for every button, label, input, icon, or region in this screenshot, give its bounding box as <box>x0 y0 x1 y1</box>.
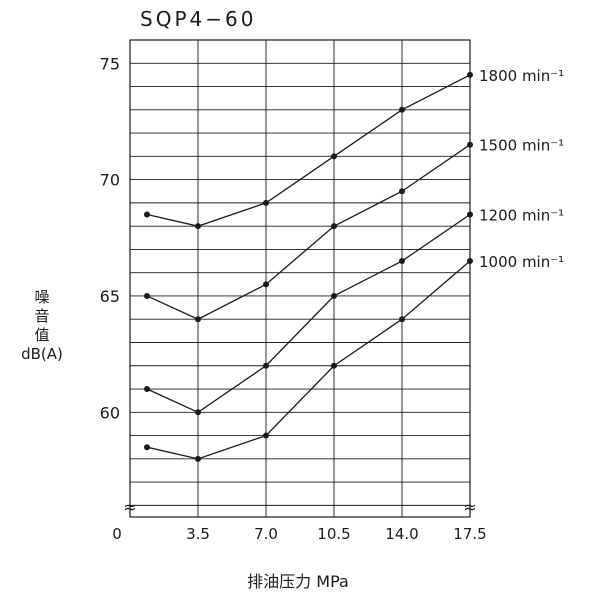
data-point <box>263 281 269 288</box>
grid-lines <box>129 39 471 518</box>
series-labels: 1800 min⁻¹ 1500 min⁻¹ 1200 min⁻¹ 1000 min⁻¹ <box>479 67 564 271</box>
data-point <box>144 211 150 218</box>
y-tick-label: 75 <box>100 54 120 73</box>
y-axis-label-line-3: 值 <box>34 326 50 344</box>
data-point <box>263 362 269 369</box>
data-point <box>399 258 405 265</box>
series-label: 1500 min⁻¹ <box>479 137 564 155</box>
series-label: 1000 min⁻¹ <box>479 253 564 271</box>
y-axis-label-line-1: 噪 <box>34 288 50 306</box>
data-point <box>263 199 269 206</box>
axis-break-mark: ≈ <box>123 497 136 516</box>
data-point <box>399 106 405 113</box>
x-tick-label: 7.0 <box>254 525 278 543</box>
data-point <box>195 316 201 323</box>
data-point <box>399 188 405 195</box>
y-tick-label: 60 <box>100 403 120 422</box>
series-label: 1200 min⁻¹ <box>479 207 564 225</box>
data-point <box>195 455 201 462</box>
data-point <box>467 258 473 265</box>
series-line <box>146 260 471 460</box>
x-tick-label: 17.5 <box>453 525 486 543</box>
data-point <box>195 223 201 230</box>
data-point <box>331 362 337 369</box>
data-point <box>195 409 201 416</box>
x-tick-label: 0 <box>112 525 122 543</box>
y-axis-label-unit: dB(A) <box>21 345 63 363</box>
axis-break-mark: ≈ <box>463 497 476 516</box>
y-tick-label: 70 <box>100 171 120 190</box>
x-axis-label: 排油压力 MPa <box>247 572 349 591</box>
y-tick-label: 65 <box>100 287 120 306</box>
y-axis-label: 噪 音 值 dB(A) <box>0 288 84 364</box>
data-point <box>144 444 150 451</box>
data-point <box>144 386 150 393</box>
data-point <box>399 316 405 323</box>
y-axis-label-line-2: 音 <box>34 307 50 325</box>
series-label: 1800 min⁻¹ <box>479 67 564 85</box>
data-point <box>467 141 473 148</box>
data-point <box>331 153 337 160</box>
axis-labels: 75 70 65 60 0 3.5 7.0 10.5 14.0 17.5 <box>100 54 487 543</box>
x-tick-label: 3.5 <box>186 525 210 543</box>
axis-break-marks: ≈ ≈ <box>123 497 476 516</box>
x-tick-label: 14.0 <box>385 525 418 543</box>
series-line <box>146 144 471 320</box>
data-point <box>331 292 337 299</box>
data-point <box>467 211 473 218</box>
series-lines <box>146 74 471 460</box>
data-point <box>467 71 473 78</box>
data-point <box>263 432 269 439</box>
series-line <box>146 74 471 227</box>
x-tick-label: 10.5 <box>317 525 350 543</box>
data-points <box>144 71 473 462</box>
chart-title: SQP4−60 <box>140 7 256 31</box>
series-line <box>146 213 471 414</box>
data-point <box>331 223 337 230</box>
data-point <box>144 292 150 299</box>
plot-frame <box>129 39 471 518</box>
